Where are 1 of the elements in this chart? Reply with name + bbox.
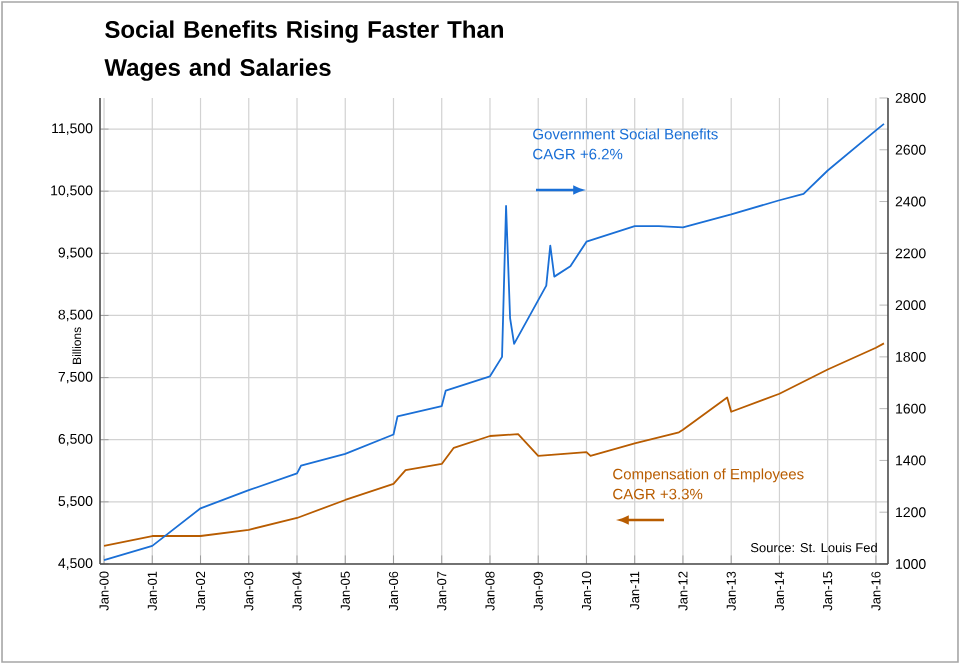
chart-title: Social Benefits Rising Faster Than Wages and Salaries	[104, 20, 503, 81]
